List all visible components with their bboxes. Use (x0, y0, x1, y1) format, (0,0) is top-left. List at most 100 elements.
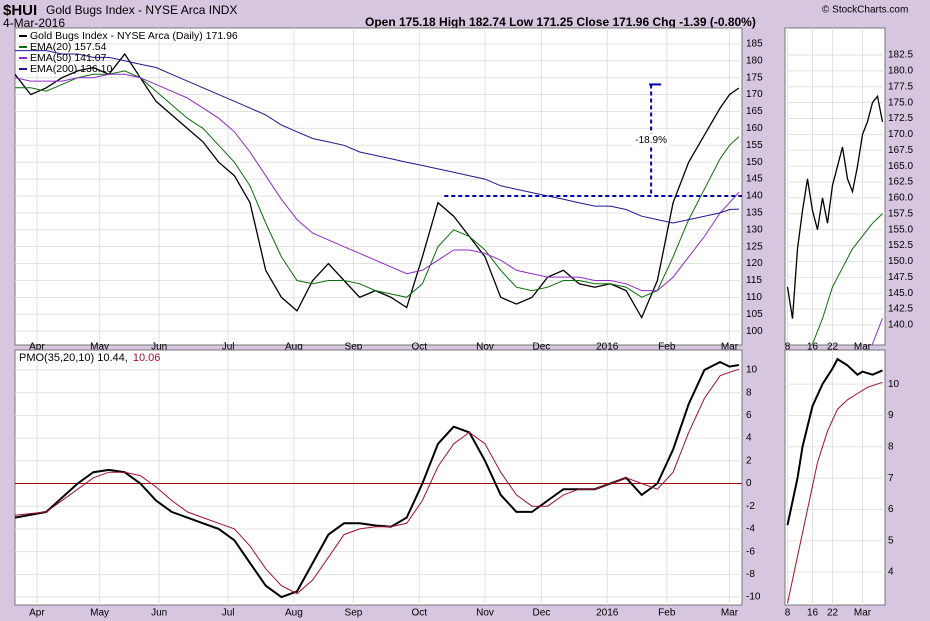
y-tick-label: 150 (746, 157, 763, 168)
series-line (15, 70, 740, 298)
x-tick-label: Mar (854, 342, 872, 353)
x-tick-label: Feb (658, 342, 676, 353)
y-tick-label: 115 (746, 275, 762, 286)
y-tick-label: 105 (746, 309, 763, 320)
y-tick-label: 6 (888, 504, 894, 515)
y-tick-label: -8 (746, 569, 755, 580)
y-tick-label: 177.5 (888, 81, 913, 92)
x-tick-label: Aug (285, 608, 303, 619)
x-tick-label: Jul (222, 608, 235, 619)
measure-label-bg (633, 133, 670, 147)
index-name: Gold Bugs Index - NYSE Arca INDX (46, 3, 237, 17)
y-tick-label: 165.0 (888, 161, 913, 172)
y-tick-label: -2 (746, 501, 755, 512)
x-tick-label: Dec (533, 608, 551, 619)
y-tick-label: 110 (746, 292, 762, 303)
legend-entry: Gold Bugs Index - NYSE Arca (Daily) 171.… (30, 30, 238, 42)
y-tick-label: 175.0 (888, 97, 913, 108)
x-tick-label: Apr (29, 608, 45, 619)
x-tick-label: Sep (345, 608, 363, 619)
series-line (786, 357, 883, 526)
y-tick-label: 167.5 (888, 145, 913, 156)
x-tick-label: Aug (285, 342, 303, 353)
x-tick-label: Nov (476, 342, 494, 353)
symbol: $HUI (3, 2, 37, 19)
y-tick-label: 130 (746, 224, 763, 235)
y-tick-label: 155.0 (888, 224, 913, 235)
x-tick-label: Feb (658, 608, 676, 619)
legend-entry: 10.06 (133, 352, 161, 364)
y-tick-label: 2 (746, 455, 752, 466)
x-tick-label: Jun (151, 342, 167, 353)
x-tick-label: 2016 (596, 342, 619, 353)
y-tick-label: 5 (888, 535, 894, 546)
y-tick-label: 150.0 (888, 256, 913, 267)
y-tick-label: 147.5 (888, 272, 913, 283)
y-tick-label: 175 (746, 72, 763, 83)
y-tick-label: 10 (746, 365, 758, 376)
y-tick-label: 170 (746, 89, 763, 100)
y-tick-label: 142.5 (888, 304, 913, 315)
x-tick-label: Jul (222, 342, 235, 353)
y-tick-label: 180 (746, 55, 763, 66)
series-line (15, 50, 739, 224)
y-tick-label: 120 (746, 258, 763, 269)
legend-entry: EMA(200) 136.10 (30, 63, 112, 75)
series-line (811, 213, 883, 345)
y-tick-label: 160 (746, 123, 763, 134)
y-tick-label: 140.0 (888, 320, 913, 331)
x-tick-label: Apr (29, 342, 45, 353)
x-tick-label: 16 (807, 342, 819, 353)
x-tick-label: Oct (411, 608, 427, 619)
y-tick-label: 9 (888, 410, 894, 421)
y-tick-label: 170.0 (888, 129, 913, 140)
date: 4-Mar-2016 (3, 16, 65, 30)
y-tick-label: 4 (888, 567, 894, 578)
y-tick-label: 8 (888, 441, 894, 452)
series-line (15, 73, 740, 292)
x-tick-label: Jun (151, 608, 167, 619)
series-line (787, 381, 883, 604)
credit: © StockCharts.com (822, 5, 908, 16)
y-tick-label: -10 (746, 592, 761, 603)
y-tick-label: 160.0 (888, 193, 913, 204)
y-tick-label: 140 (746, 191, 763, 202)
series-line (15, 368, 740, 595)
measure-label: -18.9% (635, 135, 667, 146)
y-tick-label: 135 (746, 208, 763, 219)
series-line (15, 360, 740, 599)
y-tick-label: 7 (888, 473, 894, 484)
panel (784, 349, 886, 606)
y-tick-label: 10 (888, 379, 900, 390)
series-line (871, 318, 883, 345)
y-tick-label: 6 (746, 410, 752, 421)
x-tick-label: 22 (827, 342, 839, 353)
y-tick-label: -6 (746, 546, 755, 557)
x-tick-label: 8 (785, 342, 791, 353)
legend-entry: EMA(20) 157.54 (30, 41, 107, 53)
x-tick-label: May (90, 342, 109, 353)
y-tick-label: 145 (746, 174, 763, 185)
x-tick-label: Mar (854, 608, 872, 619)
series-line (15, 52, 740, 320)
x-tick-label: Mar (721, 342, 739, 353)
y-tick-label: 182.5 (888, 50, 913, 61)
y-tick-label: -4 (746, 524, 755, 535)
x-tick-label: Nov (476, 608, 494, 619)
y-tick-label: 162.5 (888, 177, 913, 188)
x-tick-label: 2016 (596, 608, 619, 619)
x-tick-label: Oct (411, 342, 427, 353)
series-line (786, 94, 884, 319)
x-tick-label: May (90, 608, 109, 619)
legend-entry: PMO(35,20,10) 10.44, (19, 352, 128, 364)
y-tick-label: 8 (746, 387, 752, 398)
x-tick-label: 22 (827, 608, 839, 619)
y-tick-label: 185 (746, 39, 763, 50)
panel (14, 349, 743, 606)
quote: Open 175.18 High 182.74 Low 171.25 Close… (365, 15, 756, 29)
y-tick-label: 125 (746, 241, 763, 252)
x-tick-label: 16 (807, 608, 819, 619)
x-tick-label: Mar (721, 608, 739, 619)
y-tick-label: 0 (746, 478, 752, 489)
